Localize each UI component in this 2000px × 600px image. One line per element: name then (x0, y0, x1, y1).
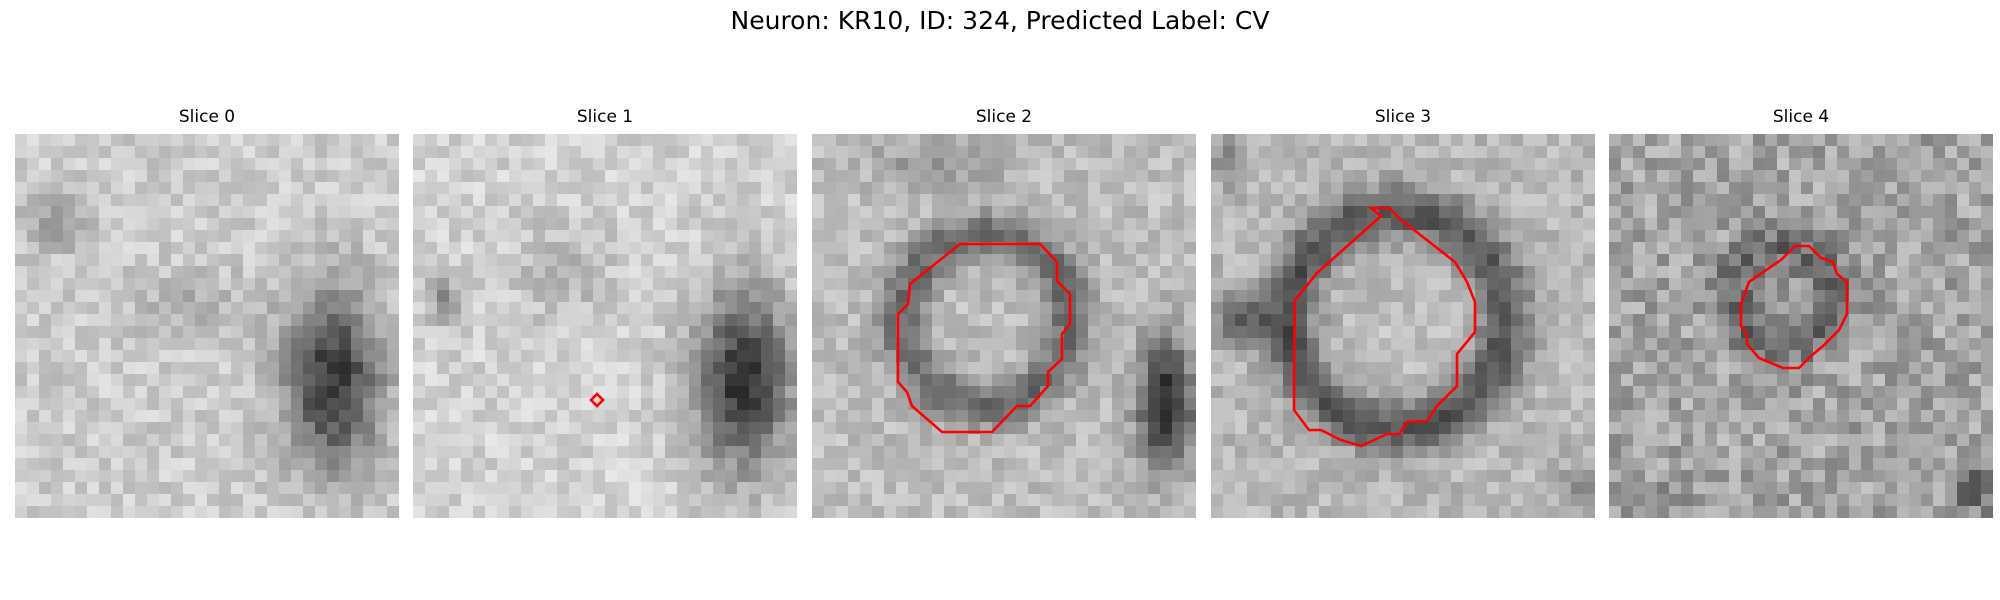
slice-image (413, 134, 797, 518)
slice-panel: Slice 1 (413, 107, 797, 518)
slice-title: Slice 1 (576, 107, 634, 127)
slice-image (15, 134, 399, 518)
slice-title: Slice 2 (975, 107, 1033, 127)
roi-contour (589, 392, 605, 408)
roi-contour (896, 242, 1072, 434)
slice-panel: Slice 3 (1211, 107, 1595, 518)
slice-panel: Slice 4 (1609, 107, 1993, 518)
slice-image (812, 134, 1196, 518)
slice-title: Slice 4 (1772, 107, 1830, 127)
slice-panel: Slice 0 (15, 107, 399, 518)
slice-image (1609, 134, 1993, 518)
slice-image (1211, 134, 1595, 518)
slice-title: Slice 0 (178, 107, 236, 127)
slice-panel: Slice 2 (812, 107, 1196, 518)
slice-title: Slice 3 (1374, 107, 1432, 127)
roi-contour (1739, 244, 1849, 370)
roi-contour (1292, 206, 1477, 448)
figure-title: Neuron: KR10, ID: 324, Predicted Label: … (730, 6, 1270, 35)
